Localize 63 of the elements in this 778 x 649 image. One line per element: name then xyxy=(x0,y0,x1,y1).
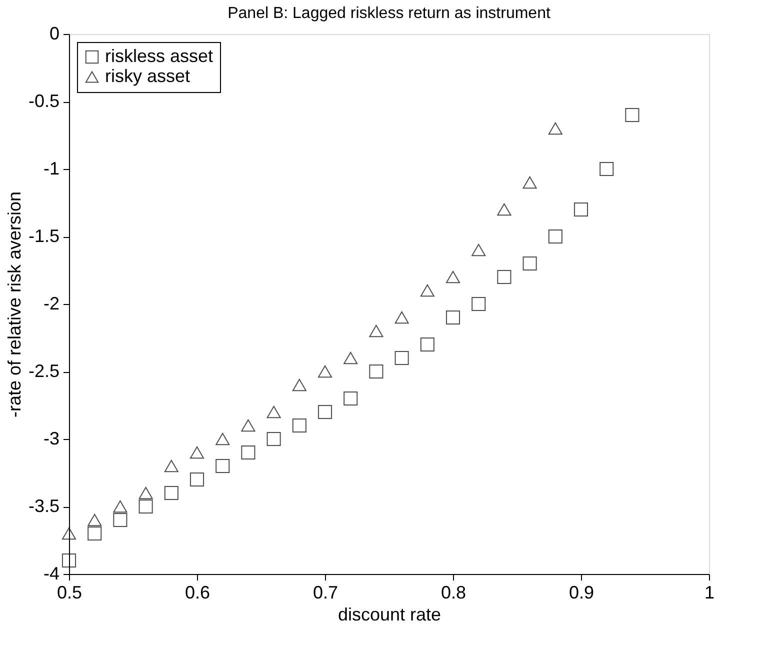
point xyxy=(62,527,76,540)
point xyxy=(113,512,128,528)
point xyxy=(266,432,281,446)
x-tick-label: 0.6 xyxy=(184,582,210,602)
point xyxy=(164,460,178,472)
point xyxy=(266,406,281,418)
point xyxy=(472,244,486,256)
point xyxy=(216,432,230,446)
point xyxy=(446,270,460,284)
point xyxy=(472,296,486,312)
point xyxy=(446,310,460,325)
point xyxy=(113,500,128,513)
y-tick-label: 0 xyxy=(49,24,60,44)
y-tick-label: -2.5 xyxy=(28,361,60,381)
point xyxy=(548,122,562,135)
point xyxy=(138,486,153,500)
legend-label: risky asset xyxy=(105,66,190,86)
point xyxy=(241,419,256,432)
point xyxy=(420,284,434,297)
y-tick-label: -2 xyxy=(43,294,60,314)
x-axis-title: discount rate xyxy=(338,604,442,624)
point xyxy=(625,108,640,122)
point xyxy=(600,162,614,176)
point xyxy=(574,202,588,217)
point xyxy=(369,324,384,338)
point xyxy=(394,350,409,366)
y-tick-label: -3.5 xyxy=(28,496,60,516)
y-tick-label: -1.5 xyxy=(28,226,60,246)
point xyxy=(522,256,537,271)
y-tick-label: -3 xyxy=(43,428,60,448)
point xyxy=(62,553,76,568)
point xyxy=(164,486,178,500)
point xyxy=(216,458,230,474)
point xyxy=(420,337,434,352)
chart-title: Panel B: Lagged riskless return as instrument xyxy=(228,5,551,22)
point xyxy=(138,499,153,514)
point xyxy=(394,311,409,324)
y-tick-label: -4 xyxy=(43,564,60,584)
point xyxy=(497,203,512,216)
point xyxy=(369,364,384,379)
point xyxy=(548,229,562,244)
x-tick-label: 1 xyxy=(704,582,715,602)
point xyxy=(292,378,306,392)
point xyxy=(522,176,537,189)
point xyxy=(241,445,256,460)
point xyxy=(190,446,204,459)
point xyxy=(88,514,102,526)
y-axis-title: -rate of relative risk aversion xyxy=(4,191,24,418)
point xyxy=(344,352,358,364)
x-tick-label: 0.9 xyxy=(568,582,594,602)
point xyxy=(88,526,102,541)
y-tick-label: -1 xyxy=(43,158,60,178)
x-tick-label: 0.8 xyxy=(440,582,466,602)
x-tick-label: 0.7 xyxy=(312,582,338,602)
y-tick-label: -0.5 xyxy=(28,91,60,111)
point xyxy=(318,365,332,378)
point xyxy=(497,270,512,284)
x-tick-label: 0.5 xyxy=(56,582,82,602)
point xyxy=(292,418,306,433)
point xyxy=(318,404,332,420)
point xyxy=(344,391,358,406)
legend-label: riskless asset xyxy=(105,46,214,66)
point xyxy=(190,472,204,487)
